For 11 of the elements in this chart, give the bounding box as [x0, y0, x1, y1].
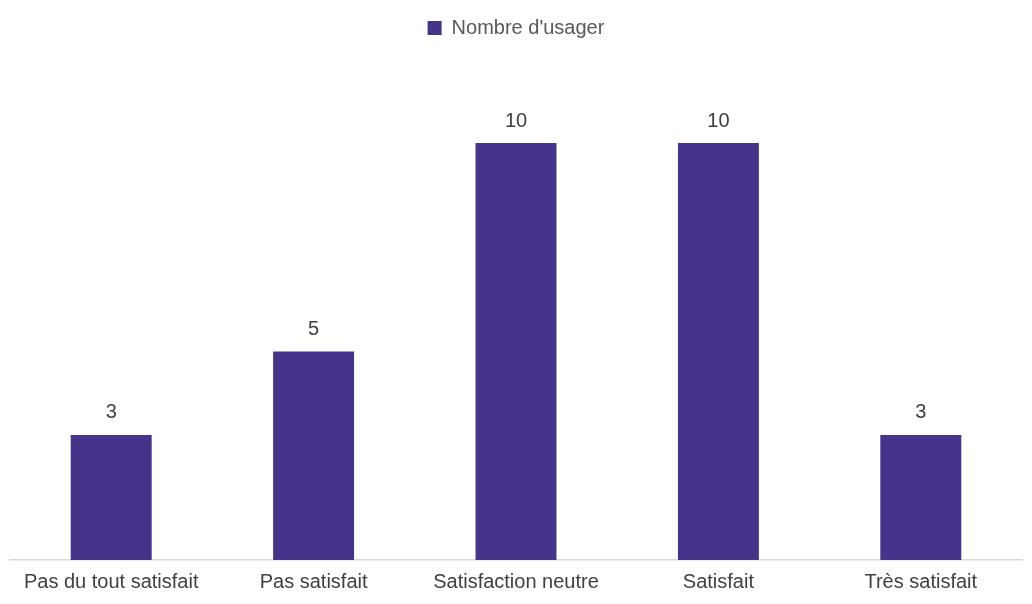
- x-tick-label: Pas satisfait: [259, 569, 368, 592]
- data-label: 3: [105, 400, 117, 423]
- legend-label: Nombre d'usager: [451, 15, 605, 38]
- data-label: 5: [308, 317, 320, 340]
- x-tick-label: Satisfait: [682, 569, 755, 592]
- x-tick-label: Pas du tout satisfait: [23, 569, 199, 592]
- data-label: 10: [504, 108, 528, 131]
- data-label: 10: [707, 108, 730, 131]
- data-label: 3: [915, 400, 927, 423]
- x-tick-label: Satisfaction neutre: [433, 569, 599, 592]
- x-tick-label: Très satisfait: [864, 569, 978, 592]
